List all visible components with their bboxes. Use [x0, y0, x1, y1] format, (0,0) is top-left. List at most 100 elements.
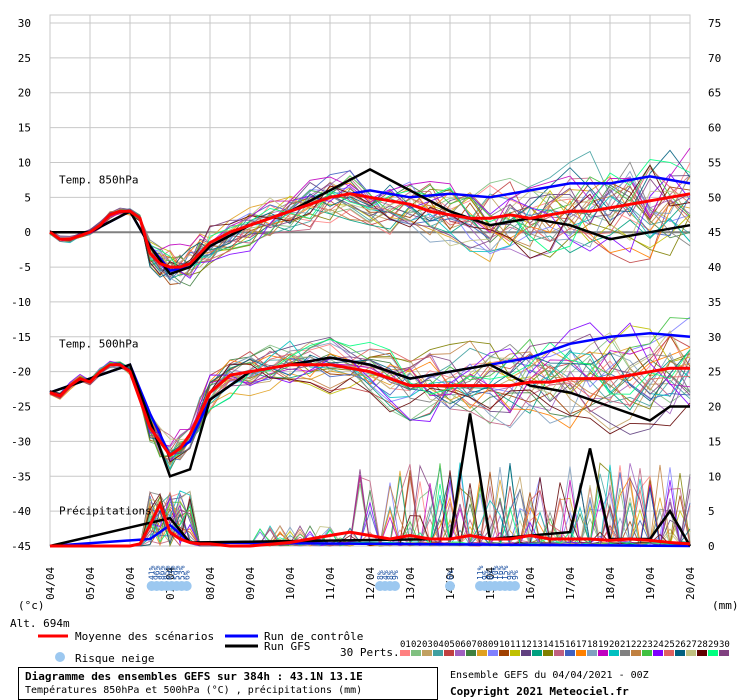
pert-number: 10 — [499, 640, 510, 650]
pert-swatch — [532, 650, 542, 656]
pert-swatch — [433, 650, 443, 656]
left-tick-label: -30 — [11, 435, 31, 448]
right-tick-label: 50 — [708, 191, 721, 204]
right-tick-label: 30 — [708, 331, 721, 344]
pert-number: 28 — [697, 640, 708, 650]
footer-left-box: Diagramme des ensembles GEFS sur 384h : … — [18, 667, 438, 700]
altitude-label: Alt. 694m — [10, 617, 70, 630]
right-tick-label: 20 — [708, 401, 721, 414]
pert-number: 23 — [642, 640, 653, 650]
snow-percent: 11% — [476, 565, 485, 580]
left-tick-label: 0 — [24, 226, 31, 239]
left-tick-label: 15 — [18, 122, 31, 135]
left-tick-label: -15 — [11, 331, 31, 344]
pert-swatch — [664, 650, 674, 656]
pert-number: 11 — [510, 640, 521, 650]
right-tick-label: 15 — [708, 435, 721, 448]
pert-swatch — [510, 650, 520, 656]
pert-swatch — [576, 650, 586, 656]
pert-swatch — [444, 650, 454, 656]
right-tick-label: 35 — [708, 296, 721, 309]
pert-number: 07 — [466, 640, 477, 650]
mean-t500-line — [49, 363, 690, 458]
snow-percent: 96% — [153, 565, 162, 580]
left-axis: 30 25 20 15 10 5 0 -5 -10 -15 -20 -25 -30 -35 -40 -45 (°… — [11, 17, 44, 612]
pert-number: 16 — [565, 640, 576, 650]
pert-number: 14 — [543, 640, 554, 650]
pert-swatch — [488, 650, 498, 656]
pert-number: 18 — [587, 640, 598, 650]
x-tick-label: 12/04 — [364, 567, 377, 600]
snow-percent: 8% — [486, 570, 495, 580]
right-tick-label: 45 — [708, 226, 721, 239]
right-unit-label: (mm) — [712, 599, 739, 612]
perturbation-t500-line — [49, 343, 691, 466]
footer-copyright: Copyright 2021 Meteociel.fr — [450, 685, 629, 698]
snowflake-icon — [445, 581, 455, 591]
perturbation-t500-line — [49, 322, 691, 463]
left-tick-label: 5 — [24, 191, 31, 204]
snow-risk: 41%96%86%85%53%59%53%6% 8%4%8%9% 6% 11%9%8%… — [146, 565, 520, 591]
footer-title: Diagramme des ensembles GEFS sur 384h : … — [25, 670, 363, 683]
mean-t850-line — [49, 192, 691, 269]
perturbation-t850-line — [49, 175, 691, 275]
snow-percent: 6% — [446, 570, 455, 580]
right-tick-label: 40 — [708, 261, 721, 274]
legend: Alt. 694m Moyenne des scénarios Run de con… — [10, 617, 730, 665]
snowflake-icon — [55, 652, 65, 662]
snow-percent: 59% — [173, 565, 182, 580]
perts-label: 30 Perts. — [340, 646, 400, 659]
snow-percent: 9% — [391, 570, 400, 580]
footer-run: Ensemble GEFS du 04/04/2021 - 00Z — [450, 670, 649, 681]
pert-swatch — [477, 650, 487, 656]
left-tick-label: 25 — [18, 52, 31, 65]
pert-number: 19 — [598, 640, 609, 650]
x-tick-label: 13/04 — [404, 567, 417, 600]
pert-number: 09 — [488, 640, 499, 650]
perturbation-precip-line — [50, 480, 691, 547]
pert-number: 04 — [433, 640, 444, 650]
snow-percent: 53% — [168, 565, 177, 580]
left-tick-label: -20 — [11, 366, 31, 379]
pert-swatch — [499, 650, 509, 656]
x-tick-label: 09/04 — [244, 567, 257, 600]
pert-swatch — [565, 650, 575, 656]
x-tick-label: 18/04 — [604, 567, 617, 600]
pert-swatch — [642, 650, 652, 656]
left-tick-label: 10 — [18, 156, 31, 169]
left-tick-label: -40 — [11, 505, 31, 518]
right-tick-label: 5 — [708, 505, 715, 518]
snow-percent: 9% — [481, 570, 490, 580]
pert-number: 27 — [686, 640, 697, 650]
pert-number: 13 — [532, 640, 543, 650]
pert-number: 06 — [455, 640, 466, 650]
panel-labels: Temp. 850hPa Temp. 500hPa Précipitations — [59, 173, 152, 517]
pert-number: 20 — [609, 640, 620, 650]
pert-swatch — [598, 650, 608, 656]
x-tick-label: 04/04 — [44, 567, 57, 600]
right-tick-label: 0 — [708, 540, 715, 553]
left-tick-label: -10 — [11, 296, 31, 309]
pert-number: 17 — [576, 640, 587, 650]
right-tick-label: 70 — [708, 52, 721, 65]
control-label: Run de contrôle — [264, 630, 363, 643]
snow-percent: 16% — [496, 565, 505, 580]
mean-label: Moyenne des scénarios — [75, 630, 214, 643]
pert-number: 21 — [620, 640, 631, 650]
pert-number: 29 — [708, 640, 719, 650]
grid — [49, 14, 691, 547]
x-tick-label: 20/04 — [684, 567, 697, 600]
pert-number: 01 — [400, 640, 411, 650]
pert-swatch — [631, 650, 641, 656]
right-tick-label: 10 — [708, 470, 721, 483]
panel-label-precip: Précipitations — [59, 505, 152, 518]
gfs-t850-line — [50, 167, 691, 276]
left-tick-label: -25 — [11, 401, 31, 414]
snowflake-icon — [390, 581, 400, 591]
pert-number: 12 — [521, 640, 532, 650]
left-tick-label: 30 — [18, 17, 31, 30]
pert-number: 03 — [422, 640, 433, 650]
left-unit-label: (°c) — [18, 599, 45, 612]
mean-precip-line — [50, 500, 691, 548]
